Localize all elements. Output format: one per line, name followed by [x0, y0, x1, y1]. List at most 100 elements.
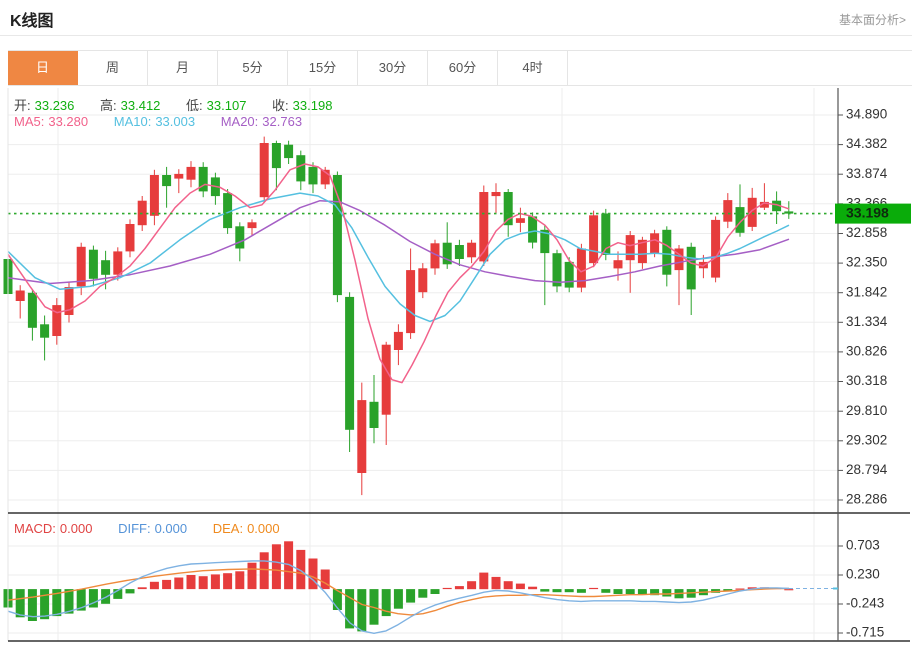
candle-body: [15, 290, 25, 301]
diff-label: DIFF:: [118, 521, 151, 536]
candle-body: [503, 192, 513, 226]
candle-body: [601, 213, 611, 255]
timeframe-tabbar: 日周月 5分 15分 30分 60分 4时: [8, 50, 912, 86]
dea-label: DEA:: [212, 521, 244, 536]
macd-bar: [406, 589, 416, 603]
high-label: 高:: [100, 98, 117, 113]
macd-bar: [784, 589, 794, 591]
macd-bar: [125, 589, 135, 594]
ma10-line: [7, 192, 790, 323]
macd-bar: [601, 589, 611, 593]
candle-body: [113, 251, 123, 275]
candle-body: [625, 235, 635, 261]
main-axis-label: 34.382: [846, 136, 887, 151]
candle-body: [735, 207, 745, 233]
candle-body: [479, 192, 489, 262]
main-axis-label: 30.318: [846, 373, 887, 388]
macd-bar: [296, 549, 306, 590]
macd-bar: [76, 589, 86, 611]
tab-day[interactable]: 日: [8, 51, 78, 85]
candle-body: [467, 242, 477, 258]
fundamental-analysis-link[interactable]: 基本面分析>: [838, 13, 906, 27]
candle-body: [235, 226, 245, 249]
candle-body: [723, 200, 733, 222]
candle-body: [125, 224, 135, 252]
macd-bar: [357, 589, 367, 632]
macd-bar: [40, 589, 50, 620]
macd-bar: [174, 577, 184, 590]
macd-bar: [430, 589, 440, 594]
candle-body: [564, 261, 574, 288]
macd-bar: [101, 589, 111, 604]
macd-bar: [198, 576, 208, 590]
candle-body: [259, 143, 269, 198]
macd-bar: [393, 589, 403, 609]
open-label: 开:: [14, 98, 31, 113]
macd-bar: [113, 589, 123, 599]
macd-bar: [247, 562, 257, 590]
macd-bar: [515, 583, 525, 590]
high-value: 33.412: [120, 98, 161, 113]
candle-body: [540, 229, 550, 254]
open-value: 33.236: [34, 98, 75, 113]
dea-line: [7, 568, 789, 616]
macd-bar: [613, 589, 623, 594]
macd-bar: [235, 571, 245, 590]
macd-bar: [271, 544, 281, 590]
tab-60min[interactable]: 60分: [428, 51, 498, 85]
tab-30min[interactable]: 30分: [358, 51, 428, 85]
main-axis-label: 33.874: [846, 166, 888, 181]
tab-month[interactable]: 月: [148, 51, 218, 85]
candle-body: [650, 233, 660, 254]
candle-body: [772, 200, 782, 212]
ma20-label: MA20:: [220, 114, 259, 129]
ma20-value: 32.763: [262, 114, 303, 129]
macd-bar: [576, 589, 586, 593]
macd-bar: [162, 579, 172, 590]
diff-line: [7, 560, 790, 634]
macd-bar: [64, 589, 74, 614]
candle-body: [357, 400, 367, 473]
candle-body: [27, 292, 37, 328]
macd-bar: [15, 589, 25, 618]
macd-bar: [381, 589, 391, 617]
macd-bar: [332, 589, 342, 610]
candle-body: [198, 166, 208, 192]
candle-body: [442, 242, 452, 265]
macd-bar: [454, 586, 464, 590]
macd-bar: [552, 589, 562, 593]
macd-bar: [625, 589, 635, 594]
main-axis-label: 31.334: [846, 314, 888, 329]
macd-value: 0.000: [59, 521, 93, 536]
macd-axis-label: -0.715: [846, 625, 884, 640]
macd-bar: [210, 574, 220, 590]
low-label: 低:: [186, 98, 203, 113]
macd-bar: [747, 587, 757, 590]
macd-bar: [650, 589, 660, 596]
candle-body: [101, 260, 111, 275]
main-axis-label: 32.350: [846, 255, 887, 270]
tab-4hour[interactable]: 4时: [498, 51, 568, 85]
macd-axis-label: 0.703: [846, 538, 880, 553]
main-axis-label: 31.842: [846, 284, 887, 299]
candle-body: [247, 222, 257, 229]
candle-body: [552, 253, 562, 287]
tab-15min[interactable]: 15分: [288, 51, 358, 85]
candle-body: [637, 239, 647, 264]
candle-body: [515, 218, 525, 223]
page-title: K线图: [10, 13, 54, 30]
tab-week[interactable]: 周: [78, 51, 148, 85]
tab-5min[interactable]: 5分: [218, 51, 288, 85]
macd-bar: [564, 589, 574, 593]
candle-body: [88, 249, 98, 279]
candle-body: [369, 401, 379, 428]
macd-bar: [186, 575, 196, 590]
macd-bar: [503, 581, 513, 590]
candle-body: [52, 305, 62, 336]
candle-body: [64, 287, 74, 315]
candle-body: [223, 193, 233, 229]
candle-body: [308, 166, 318, 185]
current-price-tag: [835, 203, 911, 224]
ma-row: MA5: 33.280 MA10: 33.003 MA20: 32.763: [14, 114, 306, 129]
